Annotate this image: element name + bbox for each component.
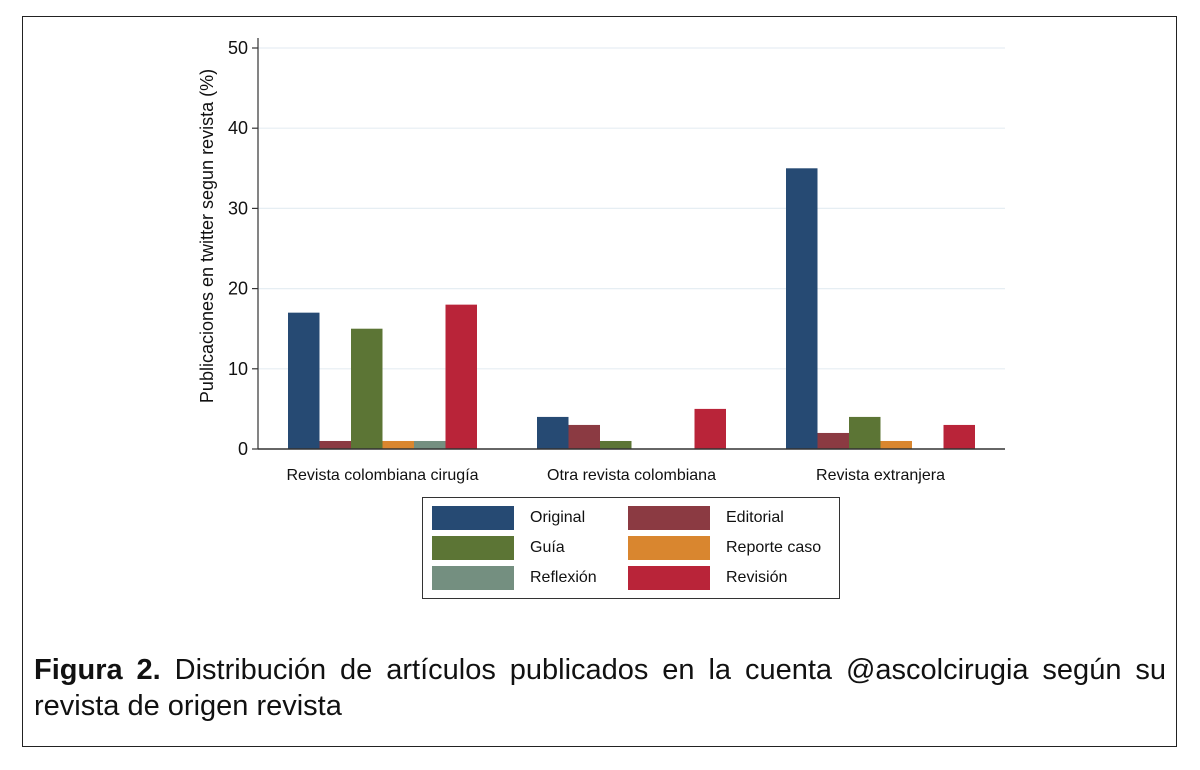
- bar-chart: 0 10 20 30 40 50 Revista colombiana cirugía Otr…: [197, 38, 1005, 484]
- y-tick-label: 0: [238, 439, 248, 459]
- legend-swatch: [432, 566, 514, 590]
- legend: Original Editorial Guía Reporte caso Reflexi…: [422, 497, 840, 599]
- legend-item: Reflexión: [432, 566, 597, 590]
- bar-original-1: [537, 416, 569, 449]
- y-tick-label: 30: [228, 198, 248, 218]
- legend-label: Original: [530, 509, 586, 526]
- legend-swatch: [432, 506, 514, 530]
- bar-editorial-0: [319, 440, 351, 449]
- y-tick-label: 40: [228, 118, 248, 138]
- bar-reflexión-0: [414, 440, 446, 449]
- legend-swatch: [628, 536, 710, 560]
- legend-label: Editorial: [726, 509, 784, 526]
- legend-item: Editorial: [628, 506, 784, 530]
- y-tick-label: 50: [228, 38, 248, 58]
- x-tick-label: Otra revista colombiana: [547, 467, 716, 484]
- legend-label: Guía: [530, 539, 565, 556]
- legend-label: Reflexión: [530, 569, 597, 586]
- figure-caption: Figura 2. Distribución de artículos publ…: [34, 652, 1166, 724]
- legend-label: Reporte caso: [726, 539, 822, 556]
- caption-text: Distribución de artículos publicados en …: [34, 654, 1166, 722]
- bar-revisión-0: [445, 304, 477, 449]
- legend-item: Original: [432, 506, 585, 530]
- y-tick-label: 20: [228, 279, 248, 299]
- gridlines: [258, 47, 1005, 370]
- bar-original-0: [288, 312, 320, 449]
- y-axis-label: Publicaciones en twitter segun revista (…: [197, 69, 217, 403]
- axes: 0 10 20 30 40 50 Revista colombiana cirugía Otr…: [228, 38, 1005, 484]
- x-tick-label: Revista colombiana cirugía: [286, 467, 478, 484]
- caption-label: Figura 2.: [34, 654, 161, 686]
- bar-reporte-caso-2: [880, 440, 912, 449]
- bar-editorial-1: [568, 424, 600, 449]
- bar-guía-0: [351, 328, 383, 449]
- bar-editorial-2: [817, 432, 849, 449]
- bar-guía-1: [600, 440, 632, 449]
- bar-revisión-1: [694, 408, 726, 449]
- bars: [288, 168, 975, 450]
- figure-frame: [22, 16, 1177, 747]
- y-tick-label: 10: [228, 359, 248, 379]
- x-tick-label: Revista extranjera: [816, 467, 945, 484]
- bar-reporte-caso-0: [382, 440, 414, 449]
- legend-label: Revisión: [726, 569, 788, 586]
- legend-item: Guía: [432, 536, 565, 560]
- legend-item: Revisión: [628, 566, 787, 590]
- bar-guía-2: [849, 416, 881, 449]
- legend-swatch: [628, 566, 710, 590]
- legend-swatch: [432, 536, 514, 560]
- legend-item: Reporte caso: [628, 536, 821, 560]
- bar-revisión-2: [943, 424, 975, 449]
- legend-swatch: [628, 506, 710, 530]
- bar-original-2: [786, 168, 818, 450]
